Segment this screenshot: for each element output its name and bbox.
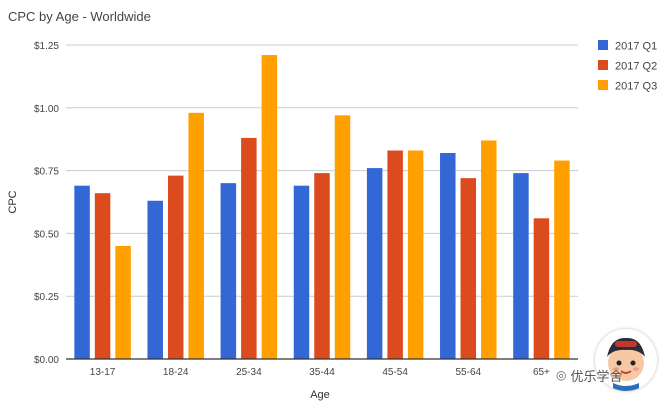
x-axis-title: Age — [310, 389, 330, 401]
bar — [407, 150, 424, 359]
y-tick-label: $0.25 — [34, 292, 59, 303]
x-tick-label: 65+ — [533, 367, 550, 378]
y-tick-label: $0.50 — [34, 229, 59, 240]
bar — [387, 150, 403, 359]
legend-label: 2017 Q2 — [615, 61, 657, 73]
y-tick-label: $0.75 — [34, 167, 59, 178]
legend-label: 2017 Q1 — [615, 41, 657, 53]
bar — [334, 115, 351, 359]
legend-swatch — [598, 60, 608, 70]
bar — [554, 160, 570, 359]
bar — [481, 140, 497, 359]
x-tick-label: 35-44 — [309, 367, 335, 378]
bar — [314, 173, 330, 359]
y-tick-label: $1.00 — [34, 104, 59, 115]
bar — [293, 185, 310, 359]
bar — [440, 153, 456, 359]
bar — [147, 200, 163, 359]
x-tick-label: 13-17 — [90, 367, 116, 378]
bar — [460, 178, 477, 359]
legend-swatch — [598, 80, 608, 90]
bar — [513, 173, 529, 359]
x-tick-label: 18-24 — [163, 367, 189, 378]
bar — [188, 112, 204, 359]
bar — [261, 55, 278, 359]
bar — [220, 183, 237, 359]
legend-swatch — [598, 40, 608, 50]
watermark-text: 优乐学舍 — [570, 369, 623, 385]
x-tick-label: 25-34 — [236, 367, 262, 378]
cartoon-avatar-icon — [594, 328, 658, 392]
wechat-icon: ◎ — [556, 368, 567, 382]
bar — [74, 185, 90, 359]
chart-title: CPC by Age - Worldwide — [8, 9, 151, 24]
y-tick-label: $1.25 — [34, 41, 59, 52]
bar — [167, 175, 184, 359]
bar — [115, 245, 131, 359]
legend-label: 2017 Q3 — [615, 81, 657, 93]
bar — [241, 137, 257, 359]
y-axis-title: CPC — [7, 190, 19, 213]
watermark: ◎ 优乐学舍 — [556, 326, 666, 400]
bar — [366, 168, 383, 359]
y-tick-label: $0.00 — [34, 355, 59, 366]
bar — [94, 193, 111, 359]
x-tick-label: 55-64 — [455, 367, 481, 378]
x-tick-label: 45-54 — [382, 367, 408, 378]
bar — [533, 218, 550, 359]
